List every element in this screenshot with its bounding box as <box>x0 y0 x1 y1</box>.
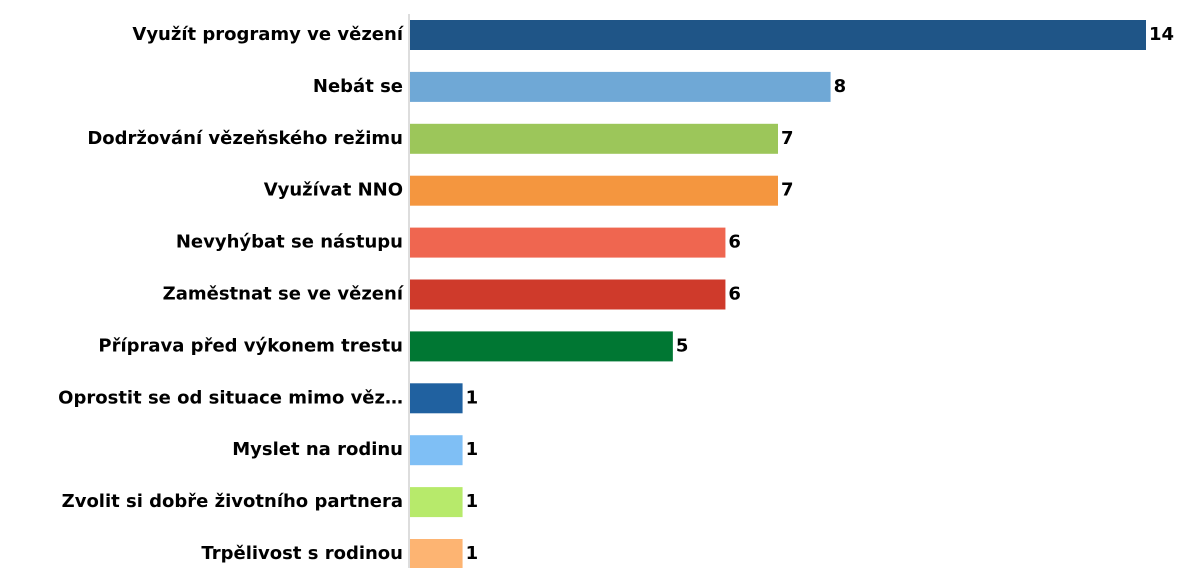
value-label: 7 <box>781 180 794 201</box>
bar <box>410 539 463 568</box>
y-tick-label: Myslet na rodinu <box>232 439 403 460</box>
y-tick-label: Využívat NNO <box>264 180 403 201</box>
y-tick-label: Oprostit se od situace mimo věz… <box>58 387 403 408</box>
y-tick-label: Příprava před výkonem trestu <box>98 335 403 356</box>
bar <box>410 175 778 206</box>
value-label: 6 <box>728 284 741 305</box>
bar <box>410 227 726 258</box>
y-tick-label: Využít programy ve vězení <box>132 24 403 45</box>
y-tick-label: Zvolit si dobře životního partnera <box>62 491 403 512</box>
bar <box>410 123 778 154</box>
y-tick-label: Dodržování vězeňského režimu <box>87 128 403 149</box>
value-label: 1 <box>466 439 479 460</box>
value-label: 1 <box>466 387 479 408</box>
value-label: 1 <box>466 491 479 512</box>
value-label: 14 <box>1149 24 1174 45</box>
bar <box>410 71 831 102</box>
value-label: 5 <box>676 335 689 356</box>
value-label: 7 <box>781 128 794 149</box>
bar <box>410 383 463 414</box>
value-label: 1 <box>466 543 479 564</box>
value-label: 8 <box>834 76 847 97</box>
y-tick-label: Nevyhýbat se nástupu <box>176 232 403 253</box>
y-tick-label: Nebát se <box>313 76 403 97</box>
bar <box>410 487 463 518</box>
y-tick-label: Zaměstnat se ve vězení <box>163 284 404 305</box>
bar <box>410 331 673 362</box>
y-tick-label: Trpělivost s rodinou <box>201 543 403 564</box>
value-label: 6 <box>728 232 741 253</box>
bar <box>410 20 1146 50</box>
bar <box>410 279 726 310</box>
bar <box>410 435 463 466</box>
